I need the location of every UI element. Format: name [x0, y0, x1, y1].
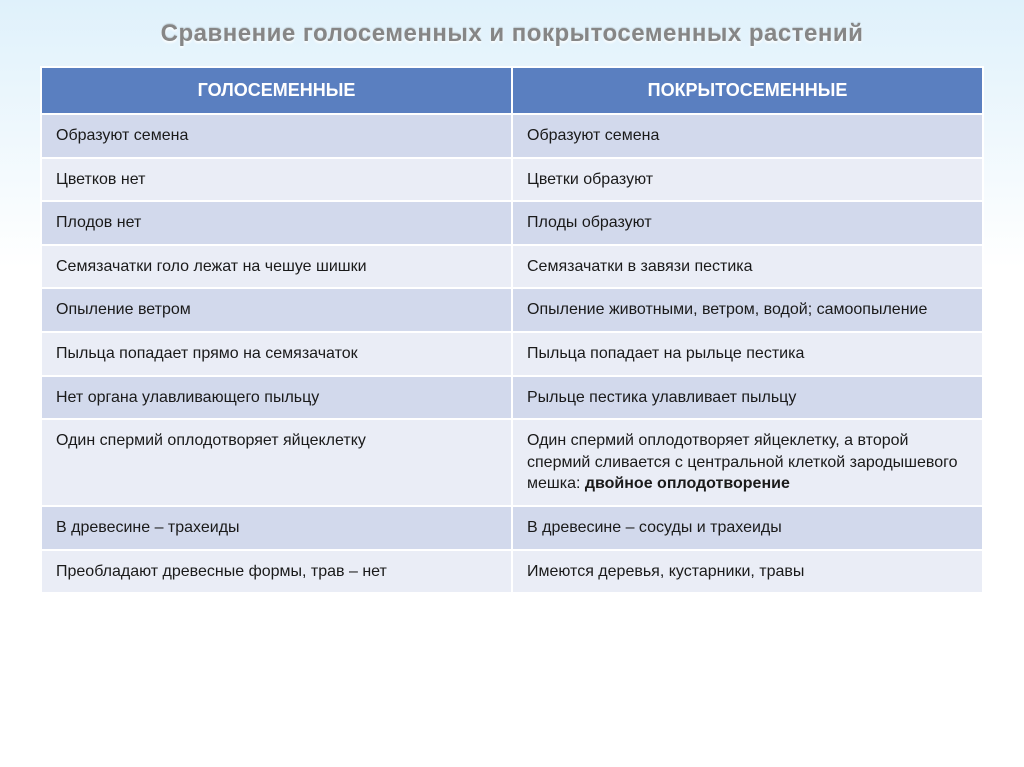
cell: В древесине – сосуды и трахеиды	[512, 506, 983, 550]
cell: Плодов нет	[41, 201, 512, 245]
table-row: Образуют семена Образуют семена	[41, 114, 983, 158]
cell: Один спермий оплодотворяет яйцеклетку, а…	[512, 419, 983, 506]
cell: Нет органа улавливающего пыльцу	[41, 376, 512, 420]
cell: Опыление животными, ветром, водой; самоо…	[512, 288, 983, 332]
header-col2: ПОКРЫТОСЕМЕННЫЕ	[512, 67, 983, 114]
comparison-table: ГОЛОСЕМЕННЫЕ ПОКРЫТОСЕМЕННЫЕ Образуют се…	[40, 66, 984, 594]
table-row: Опыление ветром Опыление животными, ветр…	[41, 288, 983, 332]
cell: Образуют семена	[41, 114, 512, 158]
header-col1: ГОЛОСЕМЕННЫЕ	[41, 67, 512, 114]
cell: Преобладают древесные формы, трав – нет	[41, 550, 512, 594]
cell: Имеются деревья, кустарники, травы	[512, 550, 983, 594]
cell: Цветки образуют	[512, 158, 983, 202]
cell: Опыление ветром	[41, 288, 512, 332]
cell: Пыльца попадает на рыльце пестика	[512, 332, 983, 376]
table-row: Один спермий оплодотворяет яйцеклетку Од…	[41, 419, 983, 506]
table-row: Нет органа улавливающего пыльцу Рыльце п…	[41, 376, 983, 420]
page-title: Сравнение голосеменных и покрытосеменных…	[40, 20, 984, 48]
cell: Образуют семена	[512, 114, 983, 158]
cell: Плоды образуют	[512, 201, 983, 245]
cell: Один спермий оплодотворяет яйцеклетку	[41, 419, 512, 506]
table-row: В древесине – трахеиды В древесине – сос…	[41, 506, 983, 550]
cell: В древесине – трахеиды	[41, 506, 512, 550]
cell: Семязачатки голо лежат на чешуе шишки	[41, 245, 512, 289]
table-row: Пыльца попадает прямо на семязачаток Пыл…	[41, 332, 983, 376]
table-row: Цветков нет Цветки образуют	[41, 158, 983, 202]
cell: Цветков нет	[41, 158, 512, 202]
table-row: Преобладают древесные формы, трав – нет …	[41, 550, 983, 594]
cell: Рыльце пестика улавливает пыльцу	[512, 376, 983, 420]
table-row: Семязачатки голо лежат на чешуе шишки Се…	[41, 245, 983, 289]
cell: Семязачатки в завязи пестика	[512, 245, 983, 289]
table-row: Плодов нет Плоды образуют	[41, 201, 983, 245]
cell: Пыльца попадает прямо на семязачаток	[41, 332, 512, 376]
